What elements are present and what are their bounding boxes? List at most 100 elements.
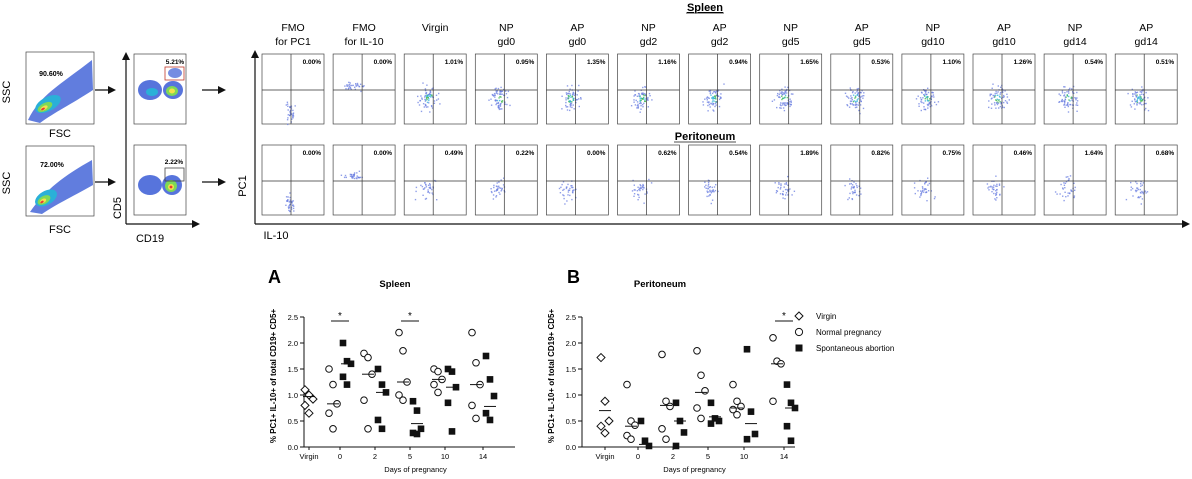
flow-event-dot [849, 100, 852, 102]
flow-event-dot [1141, 99, 1144, 101]
flow-event-dot [565, 92, 568, 94]
flow-event-dot [285, 104, 287, 106]
flow-event-dot [1130, 186, 1132, 188]
flow-event-dot [423, 106, 425, 108]
flow-event-dot [1134, 98, 1136, 100]
flow-event-dot [852, 101, 855, 103]
gating-section: SSC 90.60% FSC SSC 72.00% FSC CD5 CD19 [1, 51, 226, 245]
flow-event-dot [639, 102, 641, 105]
flow-event-dot [349, 83, 351, 86]
flow-event-dot [784, 183, 786, 185]
flow-event-dot [292, 109, 294, 112]
y-tick-label: 1.0 [288, 391, 298, 400]
flow-event-dot [569, 102, 572, 105]
flow-event-dot [500, 91, 502, 93]
flow-event-dot [437, 98, 440, 100]
flow-event-dot [710, 102, 712, 105]
flow-event-dot [420, 184, 422, 187]
column-header-line1: NP [499, 22, 514, 34]
flow-event-dot [490, 190, 493, 193]
data-point-square [743, 435, 751, 443]
data-point-square [490, 392, 498, 400]
flow-event-dot [571, 95, 573, 97]
flow-event-dot [348, 81, 350, 84]
flow-event-dot [850, 188, 852, 190]
flow-panel-spleen: 1.16% [617, 53, 680, 125]
flow-event-dot [998, 183, 1001, 185]
flow-event-dot [934, 196, 936, 198]
flow-event-dot [708, 90, 710, 92]
flow-event-dot [719, 96, 722, 98]
chart-legend: Virgin Normal pregnancy Spontaneous abor… [794, 311, 894, 353]
quadrant-percentage: 0.00% [374, 59, 393, 66]
flow-event-dot [639, 97, 641, 99]
flow-event-dot [1002, 106, 1004, 108]
flow-event-dot [492, 194, 495, 196]
flow-event-dot [783, 102, 785, 104]
flow-event-dot [580, 98, 582, 100]
flow-event-dot [789, 98, 791, 100]
flow-event-dot [995, 94, 997, 97]
flow-event-dot [565, 106, 568, 108]
flow-event-dot [782, 193, 784, 196]
flow-event-dot [424, 103, 427, 106]
legend-normal-pregnancy: Normal pregnancy [816, 328, 881, 337]
flow-event-dot [425, 106, 428, 108]
flow-event-dot [1068, 92, 1070, 94]
flow-event-dot [707, 104, 709, 107]
flow-event-dot [1134, 189, 1137, 192]
flow-event-dot [568, 100, 571, 102]
flow-event-dot [1130, 189, 1132, 191]
flow-event-dot [1068, 88, 1070, 91]
flow-event-dot [780, 186, 782, 189]
flow-panel-events [844, 178, 862, 201]
flow-event-dot [580, 97, 582, 99]
flow-panel-frame [332, 144, 396, 216]
flow-event-dot [706, 101, 709, 103]
flow-event-dot [1061, 92, 1064, 94]
flow-event-dot [642, 188, 644, 191]
data-point-diamond [604, 416, 614, 426]
flow-event-dot [639, 95, 641, 97]
flow-event-dot [1138, 102, 1140, 104]
flow-event-dot [776, 106, 778, 109]
flow-event-dot [421, 185, 424, 188]
flow-event-dot [418, 104, 421, 106]
flow-event-dot [920, 91, 923, 93]
flow-event-dot [1003, 106, 1005, 109]
flow-event-dot [709, 194, 711, 196]
data-point-circle [430, 380, 438, 389]
flow-event-dot [493, 190, 496, 192]
flow-event-dot [643, 102, 645, 104]
flow-event-dot [919, 196, 921, 198]
data-point-circle [434, 388, 442, 397]
flow-event-dot [568, 189, 571, 191]
flow-event-dot [790, 93, 793, 95]
flow-event-dot [781, 91, 783, 93]
flow-event-dot [563, 188, 565, 191]
flow-event-dot [1134, 99, 1136, 101]
flow-event-dot [777, 92, 779, 95]
flow-event-dot [997, 91, 999, 93]
data-point-square [444, 399, 452, 407]
flow-event-dot [706, 195, 708, 198]
data-point-circle [693, 404, 701, 412]
flow-event-dot [851, 91, 854, 94]
flow-panel-events [771, 86, 794, 112]
chart-title: Spleen [379, 279, 410, 290]
flow-event-dot [859, 99, 862, 101]
flow-event-dot [504, 103, 506, 105]
flow-event-dot [1131, 187, 1134, 190]
quadrant-percentage: 1.10% [942, 59, 961, 66]
flow-event-dot [848, 97, 850, 99]
flow-event-dot [856, 88, 858, 90]
flow-event-dot [853, 100, 855, 102]
flow-event-dot [781, 93, 784, 96]
flow-event-dot [355, 85, 357, 87]
flow-event-dot [988, 106, 990, 109]
ssc-label-spleen: SSC [1, 81, 13, 104]
flow-event-dot [705, 97, 708, 99]
flow-panel-peritoneum: 0.22% [474, 144, 538, 216]
flow-event-dot [287, 109, 289, 111]
quadrant-percentage: 1.35% [587, 59, 606, 66]
